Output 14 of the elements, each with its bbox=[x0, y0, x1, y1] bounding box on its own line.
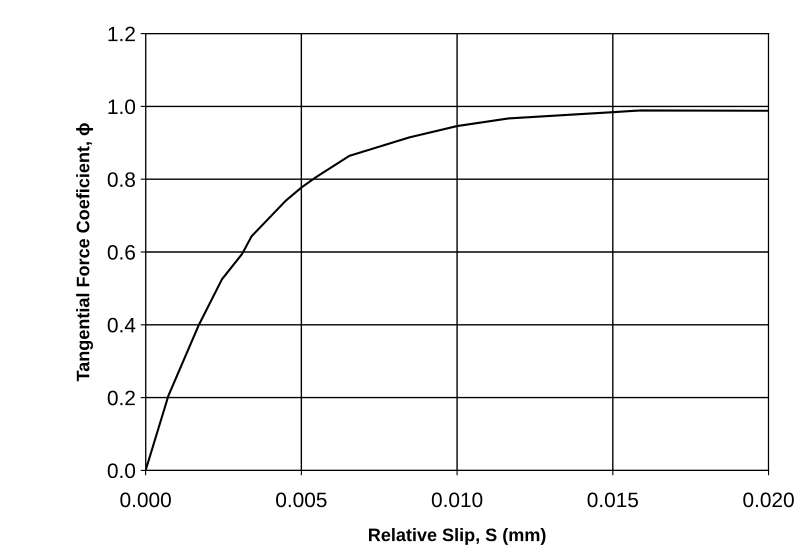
y-tick-label: 0.0 bbox=[108, 463, 136, 478]
x-tick-label: 0.010 bbox=[432, 492, 482, 508]
x-tick-label: 0.020 bbox=[743, 492, 794, 508]
y-tick-label: 0.8 bbox=[108, 172, 135, 187]
y-tick-label: 0.2 bbox=[108, 390, 135, 406]
x-tick-label: 0.000 bbox=[120, 492, 171, 508]
y-axis-title: Tangential Force Coeficient, ϕ bbox=[76, 123, 94, 382]
x-axis-title: Relative Slip, S (mm) bbox=[368, 528, 546, 545]
y-tick-label: 1.2 bbox=[108, 26, 135, 42]
y-tick-label: 0.4 bbox=[108, 318, 136, 333]
y-tick-label: 1.0 bbox=[108, 99, 136, 114]
x-tick-label: 0.005 bbox=[276, 492, 327, 508]
x-tick-label: 0.015 bbox=[588, 492, 638, 508]
y-tick-label: 0.6 bbox=[108, 245, 135, 260]
